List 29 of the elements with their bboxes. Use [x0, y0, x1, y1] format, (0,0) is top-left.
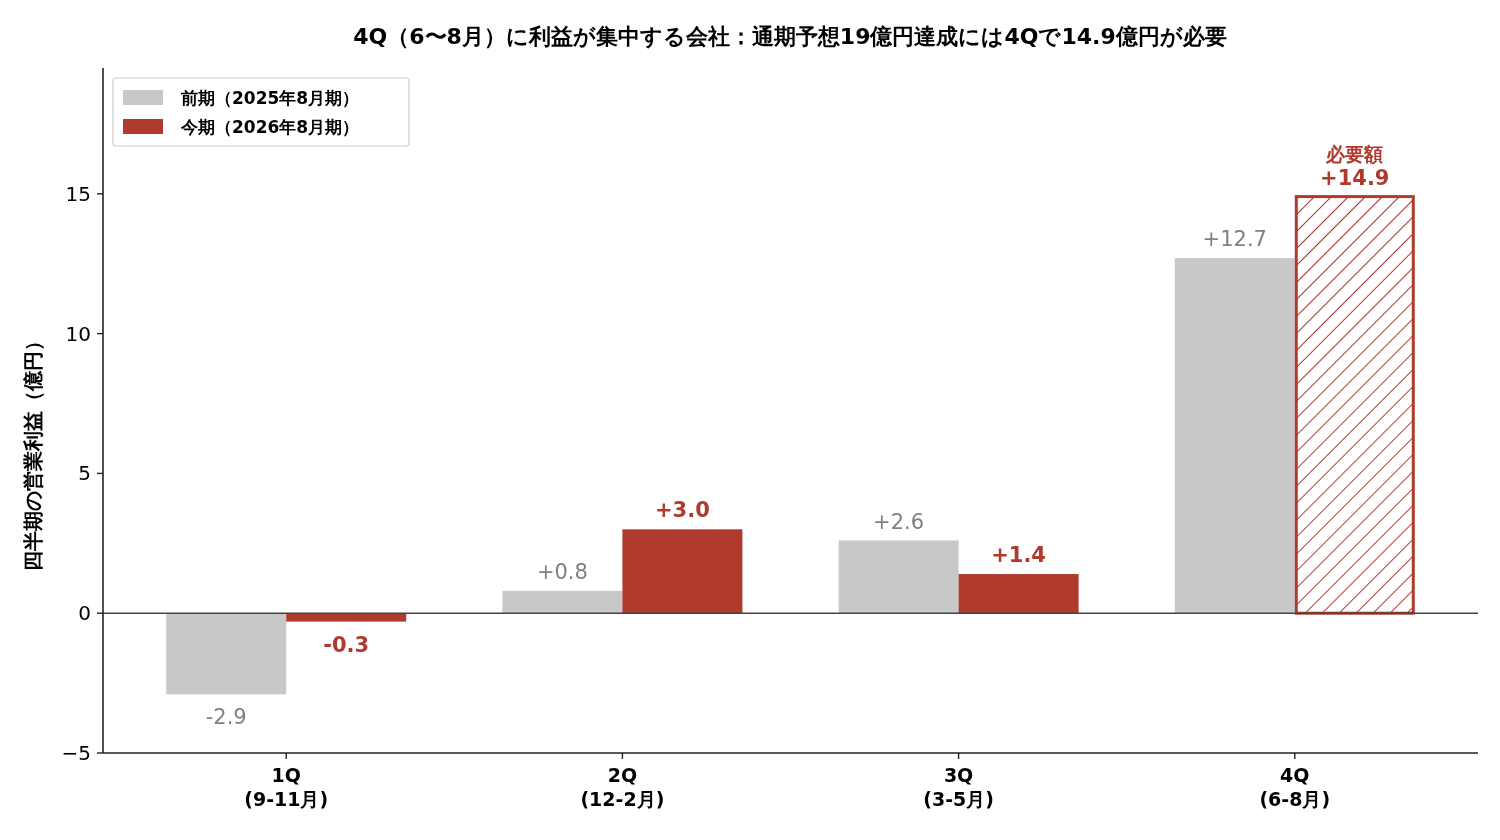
bar [1174, 258, 1295, 614]
data-label: +1.4 [991, 543, 1046, 568]
y-tick-label: 15 [65, 181, 91, 206]
y-tick-label: 5 [78, 461, 91, 486]
y-tick-label: −5 [61, 741, 91, 765]
y-axis-title: 四半期の営業利益（億円） [21, 330, 45, 571]
bar [622, 529, 743, 614]
data-label: +12.7 [1202, 227, 1267, 252]
legend-label: 今期（2026年8月期） [180, 117, 360, 137]
y-tick-label: 0 [78, 601, 91, 626]
chart-title: 4Q（6〜8月）に利益が集中する会社：通期予想19億円達成には4Qで14.9億円が必要 [353, 24, 1227, 49]
x-tick-label: 3Q (3-5月) [923, 764, 994, 810]
data-label: +14.9 [1320, 165, 1390, 190]
data-label: +3.0 [655, 498, 710, 523]
bar [502, 590, 623, 614]
bar [958, 574, 1079, 614]
legend-label: 前期（2025年8月期） [180, 88, 360, 108]
annotation: 必要額 [1325, 142, 1384, 165]
x-tick-label: 2Q (12-2月) [580, 764, 665, 810]
x-tick-label: 1Q (9-11月) [244, 764, 329, 810]
bar [166, 613, 287, 695]
x-tick-label: 4Q (6-8月) [1259, 764, 1331, 810]
data-label: -0.3 [323, 632, 370, 657]
y-tick-label: 10 [65, 321, 91, 346]
data-label: -2.9 [205, 705, 247, 730]
bar [838, 540, 959, 614]
data-label: +2.6 [873, 509, 925, 534]
data-label: +0.8 [536, 559, 588, 584]
bar [1294, 195, 1415, 615]
